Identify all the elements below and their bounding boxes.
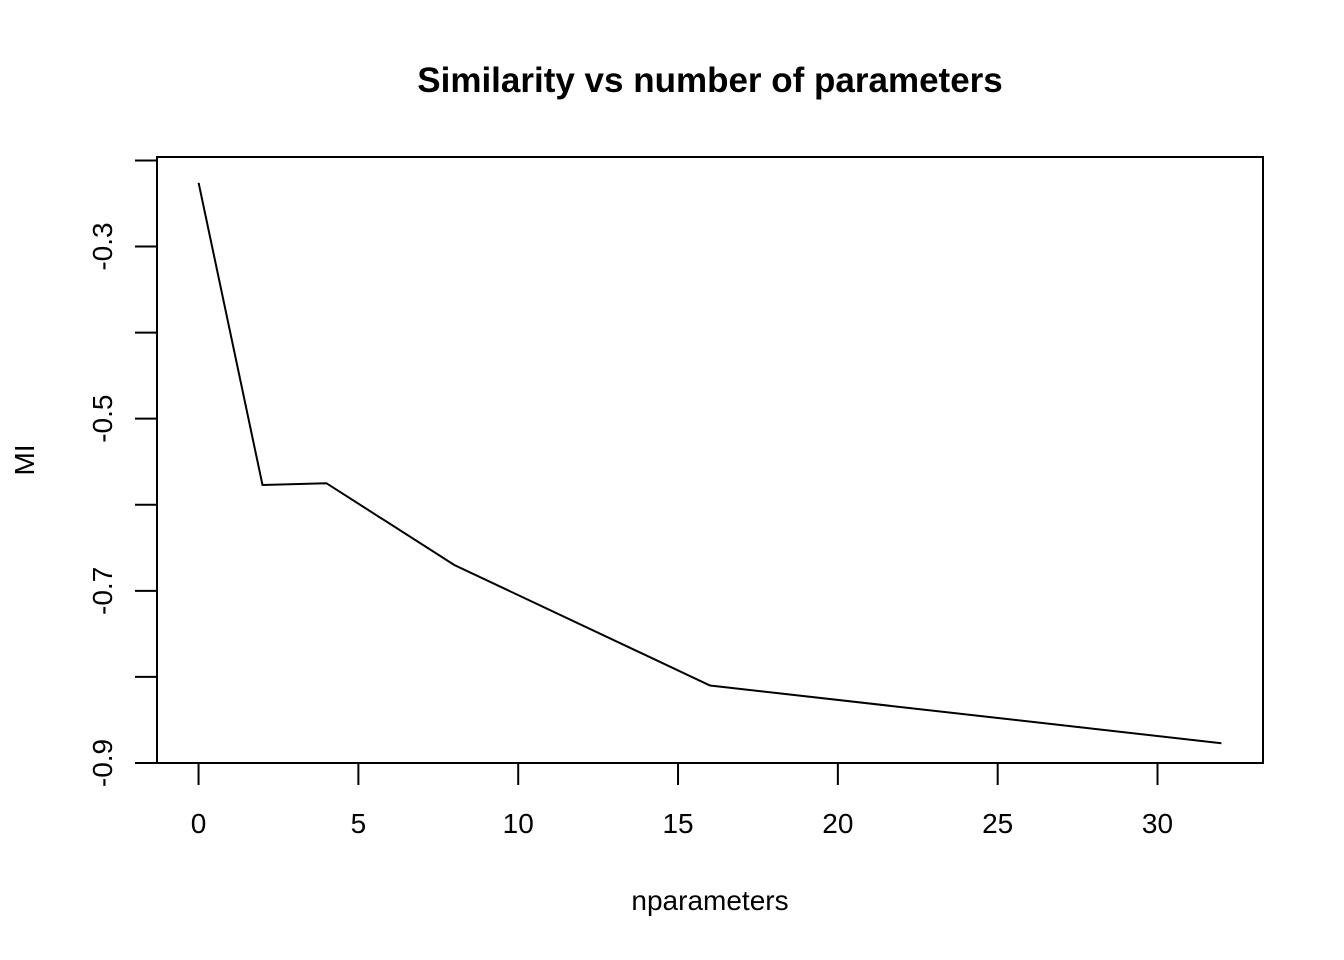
x-tick-label: 20 bbox=[822, 808, 853, 839]
x-tick-label: 5 bbox=[351, 808, 367, 839]
y-axis-label: MI bbox=[9, 444, 40, 475]
series-line bbox=[197, 182, 1222, 745]
x-axis-label: nparameters bbox=[631, 885, 788, 916]
x-tick-label: 25 bbox=[982, 808, 1013, 839]
y-tick-label: -0.3 bbox=[87, 222, 118, 270]
x-axis: 0 5 10 15 20 25 30 bbox=[191, 763, 1173, 839]
y-tick-label: -0.7 bbox=[87, 567, 118, 615]
plot-frame bbox=[156, 156, 1264, 764]
y-axis: -0.9 -0.7 -0.5 -0.3 bbox=[87, 159, 157, 787]
x-tick-label: 15 bbox=[662, 808, 693, 839]
y-tick-label: -0.9 bbox=[87, 739, 118, 787]
series-layer bbox=[197, 182, 1222, 745]
x-tick-label: 0 bbox=[191, 808, 207, 839]
chart-title: Similarity vs number of parameters bbox=[417, 61, 1003, 100]
x-tick-label: 30 bbox=[1142, 808, 1173, 839]
x-tick-label: 10 bbox=[503, 808, 534, 839]
y-tick-label: -0.5 bbox=[87, 395, 118, 443]
